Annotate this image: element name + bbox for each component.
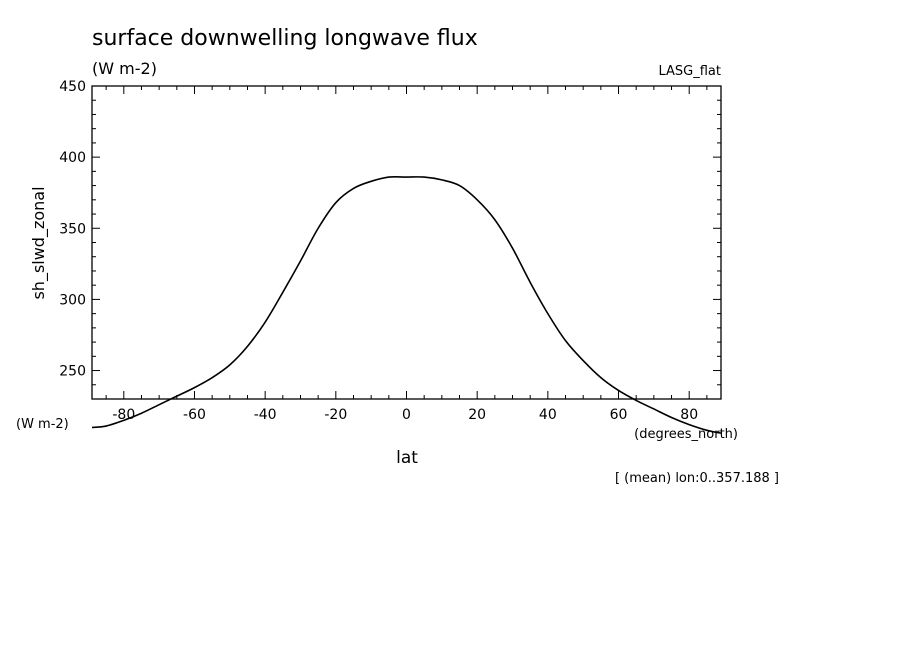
dataset-label: LASG_flat bbox=[658, 64, 721, 79]
y-axis-label: sh_slwd_zonal bbox=[29, 186, 49, 299]
series-line bbox=[92, 175, 721, 434]
x-tick-label: -20 bbox=[324, 407, 347, 423]
footnote: [ (mean) lon:0..357.188 ] bbox=[615, 471, 779, 486]
chart-subtitle: (W m-2) bbox=[92, 59, 157, 78]
y-axis-units: (W m-2) bbox=[16, 417, 69, 432]
plot-frame bbox=[91, 85, 722, 400]
x-axis-ticks bbox=[105, 86, 708, 399]
y-axis-ticks bbox=[92, 85, 721, 386]
y-tick-label: 450 bbox=[59, 79, 86, 95]
y-tick-label: 400 bbox=[59, 150, 86, 166]
y-axis-tick-labels: 250 300 350 400 450 bbox=[59, 79, 86, 380]
x-tick-label: 20 bbox=[468, 407, 486, 423]
x-tick-label: -40 bbox=[254, 407, 277, 423]
x-tick-label: 0 bbox=[402, 407, 411, 423]
chart-title: surface downwelling longwave flux bbox=[92, 26, 478, 51]
x-tick-label: 40 bbox=[539, 407, 557, 423]
x-tick-label: 80 bbox=[680, 407, 698, 423]
x-axis-units: (degrees_north) bbox=[634, 427, 738, 442]
x-axis-tick-labels: -80 -60 -40 -20 0 20 40 60 80 bbox=[112, 407, 698, 423]
x-axis-label: lat bbox=[396, 448, 418, 468]
y-tick-label: 350 bbox=[59, 221, 86, 237]
x-tick-label: -60 bbox=[183, 407, 206, 423]
y-tick-label: 250 bbox=[59, 364, 86, 380]
x-tick-label: 60 bbox=[610, 407, 628, 423]
y-tick-label: 300 bbox=[59, 292, 86, 308]
